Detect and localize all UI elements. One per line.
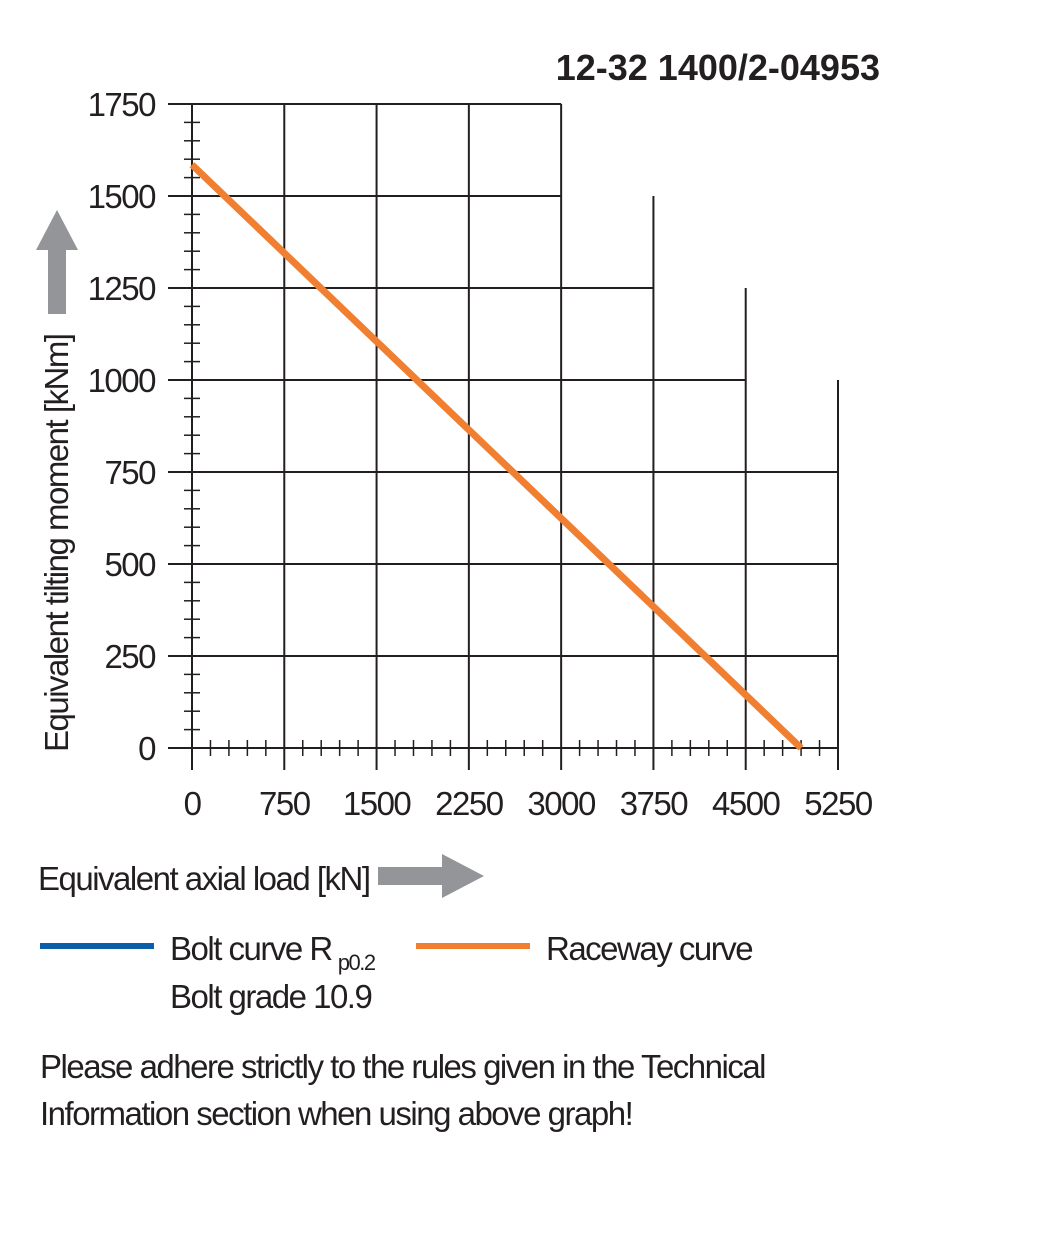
x-tick-labels: 0 750 1500 2250 3000 3750 4500 5250: [184, 785, 875, 822]
series-layer: [189, 162, 804, 751]
x-tick-label: 0: [184, 785, 202, 822]
note-line-1: Please adhere strictly to the rules give…: [40, 1048, 765, 1085]
x-tick-label: 2250: [435, 785, 504, 822]
grid: [168, 103, 839, 770]
legend-bolt-grade: Bolt grade 10.9: [170, 978, 371, 1015]
legend-raceway-label: Raceway curve: [546, 930, 752, 967]
minor-ticks: [184, 121, 821, 756]
x-tick-label: 4500: [712, 785, 781, 822]
y-tick-label: 1250: [88, 270, 157, 307]
y-tick-label: 250: [104, 638, 156, 675]
y-axis-label: Equivalent tilting moment [kNm]: [38, 334, 75, 752]
y-axis-arrow-icon: [36, 210, 78, 314]
y-tick-label: 750: [104, 454, 156, 491]
x-axis-arrow-icon: [378, 854, 484, 898]
y-tick-label: 1000: [88, 362, 157, 399]
note-line-2: Information section when using above gra…: [40, 1095, 632, 1132]
x-tick-label: 3000: [527, 785, 596, 822]
y-tick-label: 0: [138, 730, 156, 767]
x-tick-label: 3750: [620, 785, 689, 822]
x-axis-label: Equivalent axial load [kN]: [38, 860, 370, 897]
x-tick-label: 750: [259, 785, 311, 822]
x-tick-label: 5250: [804, 785, 873, 822]
legend-bolt-label-sub: p0.2: [338, 950, 376, 975]
y-tick-label: 1750: [88, 86, 157, 123]
chart-title: 12-32 1400/2-04953: [556, 47, 880, 88]
series-line-raceway: [189, 162, 804, 751]
x-tick-label: 1500: [343, 785, 412, 822]
y-tick-label: 500: [104, 546, 156, 583]
legend-bolt-label-main: Bolt curve R: [170, 930, 332, 967]
y-tick-label: 1500: [88, 178, 157, 215]
y-tick-labels: 0 250 500 750 1000 1250 1500 1750: [88, 86, 158, 767]
